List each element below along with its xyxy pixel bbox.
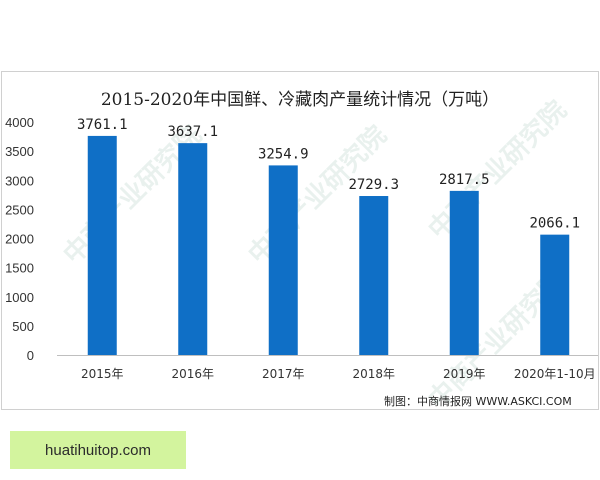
- x-tick-label: 2016年: [171, 367, 214, 381]
- site-badge[interactable]: huatihuitop.com: [10, 431, 186, 469]
- y-tick-label: 2500: [5, 202, 34, 217]
- bar: [449, 190, 479, 355]
- y-tick-label: 1000: [5, 290, 34, 305]
- bar-value-label: 2729.3: [348, 177, 399, 193]
- bars: [87, 135, 570, 355]
- bar: [268, 165, 298, 355]
- x-tick-label: 2019年: [443, 367, 486, 381]
- site-badge-text[interactable]: huatihuitop.com: [45, 441, 151, 459]
- y-tick-label: 3000: [5, 173, 34, 188]
- chart-title: 2015-2020年中国鲜、冷藏肉产量统计情况（万吨）: [100, 90, 500, 110]
- bar: [359, 196, 389, 355]
- bar: [87, 135, 117, 355]
- y-tick-label: 3500: [5, 144, 34, 159]
- bar-value-label: 2066.1: [529, 216, 580, 232]
- y-axis-ticks: 0 500 1000 1500 2000 2500 3000 3500 4000: [5, 115, 34, 363]
- bar-value-label: 3761.1: [77, 117, 128, 133]
- y-tick-label: 2000: [5, 232, 34, 247]
- bar-value-label: 3637.1: [167, 124, 218, 140]
- x-tick-label: 2020年1-10月: [514, 367, 596, 381]
- y-tick-label: 0: [27, 348, 34, 363]
- bar: [540, 234, 570, 355]
- value-labels: 3761.1 3637.1 3254.9 2729.3 2817.5 2066.1: [77, 117, 580, 232]
- x-axis-labels: 2015年 2016年 2017年 2018年 2019年 2020年1-10月: [81, 367, 596, 381]
- y-tick-label: 500: [12, 319, 34, 334]
- x-tick-label: 2015年: [81, 367, 124, 381]
- x-tick-label: 2018年: [352, 367, 395, 381]
- source-note: 制图：中商情报网 WWW.ASKCI.COM: [384, 395, 572, 408]
- bar-value-label: 2817.5: [439, 172, 490, 188]
- x-tick-label: 2017年: [262, 367, 305, 381]
- bar: [178, 143, 208, 355]
- bar-value-label: 3254.9: [258, 146, 309, 162]
- y-tick-label: 1500: [5, 261, 34, 276]
- y-tick-label: 4000: [5, 115, 34, 130]
